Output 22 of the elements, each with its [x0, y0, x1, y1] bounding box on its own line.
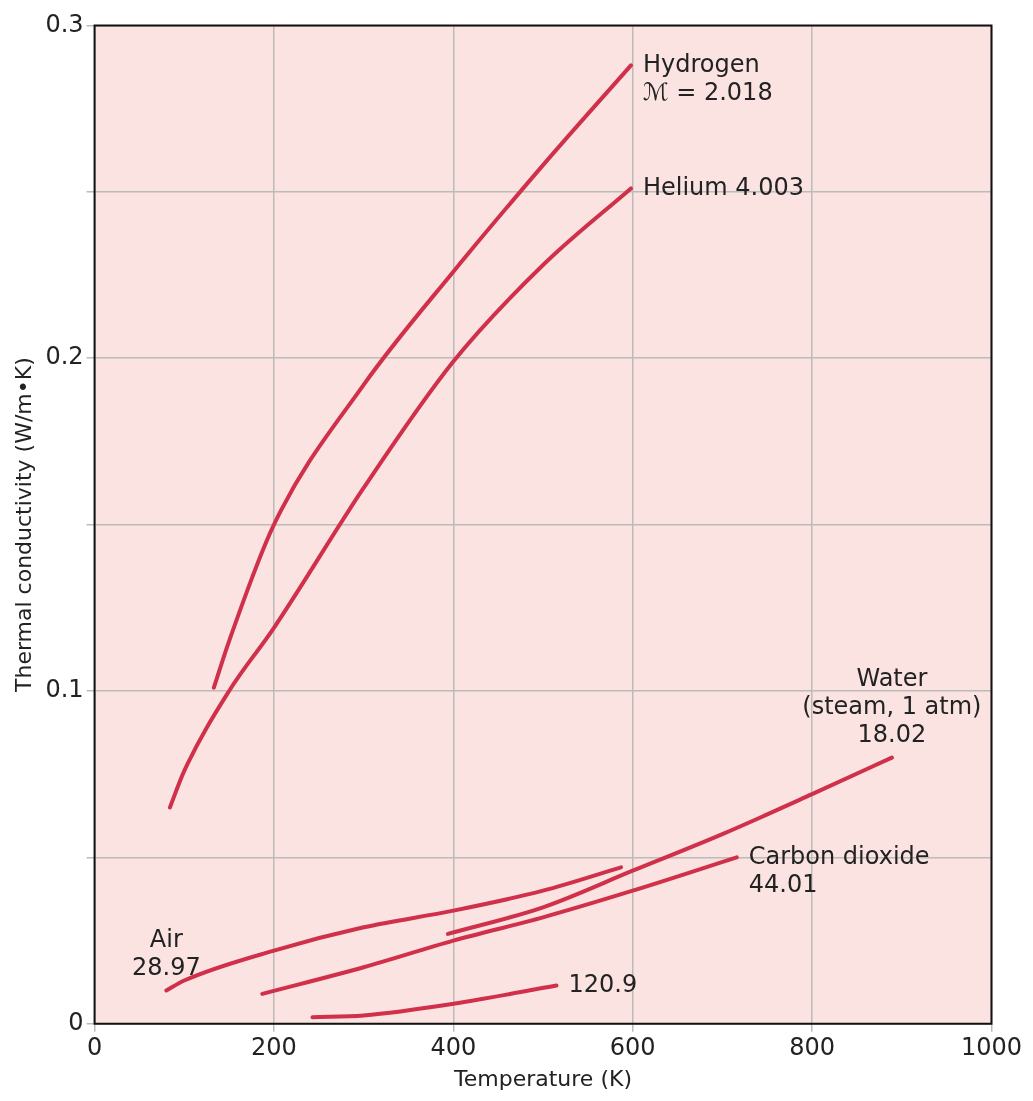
line-series: [211, 63, 633, 690]
x-tick-label: 400: [430, 1033, 477, 1062]
y-tick-label: 0.2: [45, 342, 84, 371]
x-tick-label: 800: [789, 1033, 835, 1062]
x-tick-label: 200: [251, 1033, 297, 1062]
line-series: [167, 186, 633, 810]
y-tick-label: 0.1: [45, 675, 84, 704]
annotation: Hydrogen ℳ = 2.018: [642, 49, 773, 106]
x-axis-title: Temperature (K): [453, 1065, 632, 1091]
x-tick-label: 600: [609, 1033, 656, 1062]
annotation: Water (steam, 1 atm) 18.02: [802, 663, 982, 748]
annotation: Helium 4.003: [642, 172, 804, 201]
x-tick-label: 1000: [960, 1033, 1022, 1062]
x-tick-label: 0: [86, 1033, 103, 1062]
y-axis-title: Thermal conductivity (W/m•K): [10, 357, 36, 693]
annotation: Air 28.97: [131, 924, 201, 981]
annotation: Carbon dioxide 44.01: [748, 841, 930, 898]
y-tick-label: 0.3: [45, 9, 84, 38]
line-series: [310, 983, 559, 1020]
line-series: [260, 855, 739, 996]
y-tick-label: 0: [68, 1008, 84, 1037]
annotation: 120.9: [568, 969, 638, 998]
